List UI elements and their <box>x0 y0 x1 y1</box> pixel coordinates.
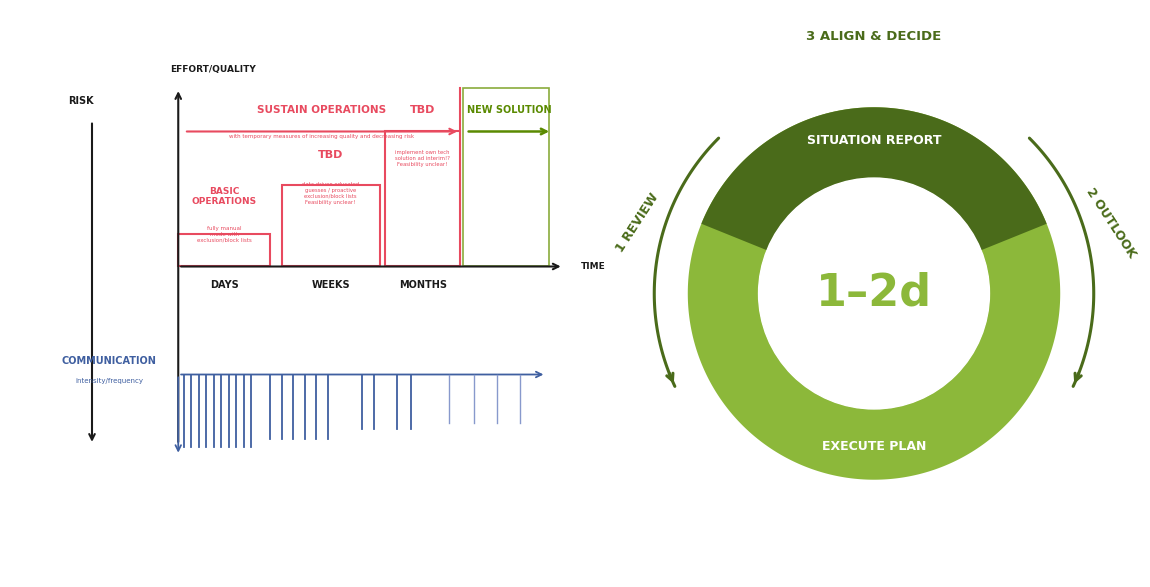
Text: SITUATION REPORT: SITUATION REPORT <box>807 134 941 147</box>
Text: BASIC
OPERATIONS: BASIC OPERATIONS <box>192 187 256 206</box>
Text: TBD: TBD <box>317 150 344 160</box>
Text: DAYS: DAYS <box>209 280 239 290</box>
Text: 1–2d: 1–2d <box>816 272 932 315</box>
Text: SUSTAIN OPERATIONS: SUSTAIN OPERATIONS <box>258 104 386 114</box>
Text: data-driven educated
guesses / proactive
exclusion/block lists
Feasibility uncle: data-driven educated guesses / proactive… <box>302 183 359 205</box>
Text: TBD: TBD <box>409 104 436 114</box>
Bar <box>282 185 380 266</box>
Text: MONTHS: MONTHS <box>399 280 446 290</box>
Circle shape <box>759 178 989 409</box>
Text: WEEKS: WEEKS <box>312 280 350 290</box>
Text: EXECUTE PLAN: EXECUTE PLAN <box>822 440 926 453</box>
Text: fully manual
mode with
exclusion/block lists: fully manual mode with exclusion/block l… <box>197 226 252 242</box>
Polygon shape <box>702 107 1046 250</box>
Text: 2 OUTLOOK: 2 OUTLOOK <box>1083 185 1138 260</box>
Text: NEW SOLUTION: NEW SOLUTION <box>467 104 551 114</box>
Text: with temporary measures of increasing quality and decreasing risk: with temporary measures of increasing qu… <box>230 134 414 139</box>
FancyBboxPatch shape <box>12 18 610 574</box>
Text: implement own tech
solution ad interim!?
Feasibility unclear!: implement own tech solution ad interim!?… <box>396 150 450 167</box>
Text: TIME: TIME <box>581 262 606 271</box>
Text: EFFORT/QUALITY: EFFORT/QUALITY <box>170 65 255 74</box>
Text: intensity/frequency: intensity/frequency <box>75 377 144 384</box>
Bar <box>178 234 270 266</box>
Text: RISK: RISK <box>68 96 93 106</box>
Bar <box>385 131 460 266</box>
Bar <box>462 88 550 266</box>
Text: 3 ALIGN & DECIDE: 3 ALIGN & DECIDE <box>806 30 942 43</box>
Text: COMMUNICATION: COMMUNICATION <box>62 356 156 366</box>
Polygon shape <box>688 107 1060 480</box>
Text: 1 REVIEW: 1 REVIEW <box>614 191 661 255</box>
